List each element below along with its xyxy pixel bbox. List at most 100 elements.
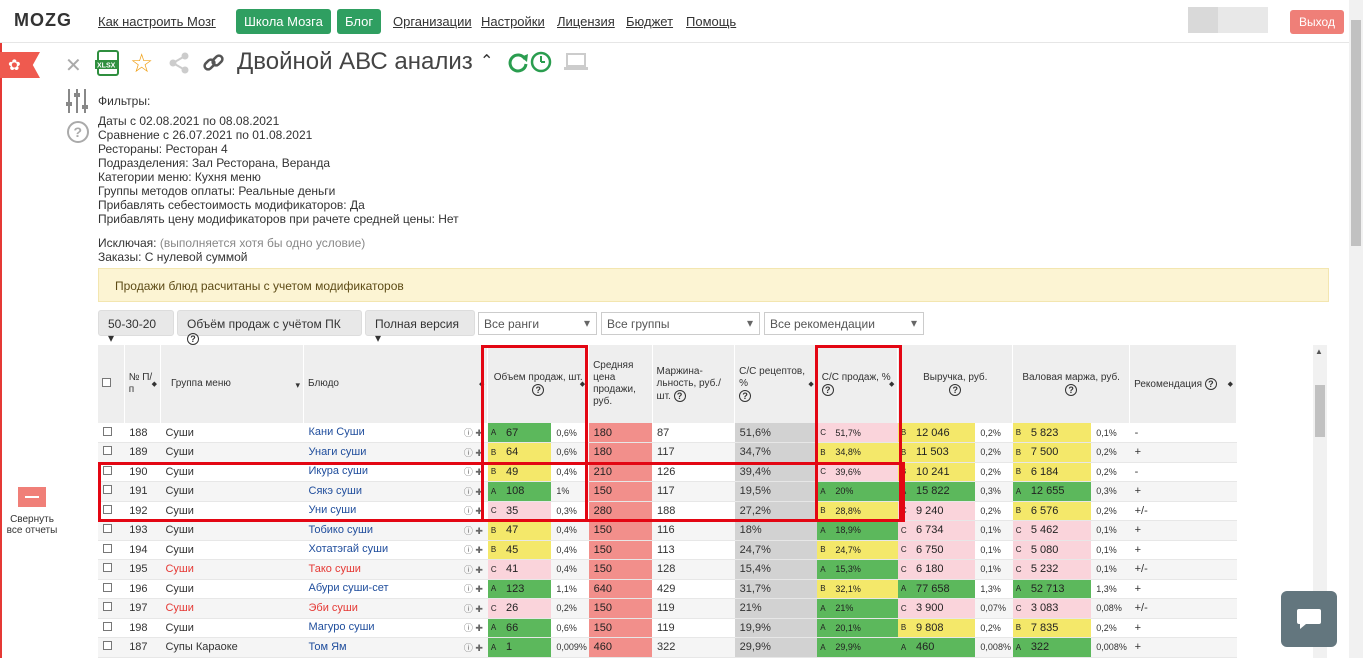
how-to-setup-link[interactable]: Как настроить Мозг bbox=[98, 14, 216, 29]
info-icon[interactable]: ⓘ ✚ bbox=[463, 467, 483, 478]
table-row[interactable]: 198 Суши Магуро суши ⓘ ✚ A 66 0,6% 150 119 19,9% A… bbox=[98, 618, 1237, 638]
row-checkbox[interactable] bbox=[103, 641, 112, 651]
sort-icon[interactable]: ◆ bbox=[1227, 381, 1233, 388]
groups-select[interactable]: Все группы bbox=[601, 312, 760, 335]
schedule-clock-icon[interactable] bbox=[530, 51, 552, 76]
nav-license[interactable]: Лицензия bbox=[557, 14, 615, 29]
info-icon[interactable]: ⓘ ✚ bbox=[463, 525, 483, 536]
checkbox-cell[interactable] bbox=[98, 423, 125, 443]
info-icon[interactable]: ⓘ ✚ bbox=[463, 623, 483, 634]
nav-organizations[interactable]: Организации bbox=[393, 14, 472, 29]
table-row[interactable]: 195 Суши Тако суши ⓘ ✚ C 41 0,4% 150 128 15,4% A 15… bbox=[98, 559, 1237, 580]
cell-dish[interactable]: Унаги суши ⓘ ✚ bbox=[303, 442, 488, 463]
cell-dish[interactable]: Тако суши ⓘ ✚ bbox=[303, 559, 488, 580]
info-icon[interactable]: ⓘ ✚ bbox=[463, 584, 483, 595]
recommendations-select[interactable]: Все рекомендации bbox=[764, 312, 924, 335]
page-scrollbar[interactable] bbox=[1349, 0, 1363, 658]
info-icon[interactable]: ⓘ ✚ bbox=[463, 603, 483, 614]
row-checkbox[interactable] bbox=[103, 563, 112, 573]
table-row[interactable]: 192 Суши Уни суши ⓘ ✚ C 35 0,3% 280 188 27,2% B 28,… bbox=[98, 501, 1237, 521]
sort-icon[interactable]: ◆ bbox=[808, 381, 814, 388]
help-icon[interactable]: ? bbox=[532, 383, 545, 396]
table-row[interactable]: 191 Суши Сякэ суши ⓘ ✚ A 108 1% 150 117 19,5% A 20%… bbox=[98, 481, 1237, 502]
scroll-up-icon[interactable]: ▲ bbox=[1315, 347, 1323, 356]
cell-dish[interactable]: Магуро суши ⓘ ✚ bbox=[303, 618, 488, 638]
help-icon[interactable]: ? bbox=[673, 389, 686, 402]
row-checkbox[interactable] bbox=[103, 426, 112, 436]
help-icon[interactable]: ? bbox=[821, 383, 834, 396]
col-cost-recipe[interactable]: С/С рецептов, %? ◆ bbox=[734, 345, 818, 423]
logout-button[interactable]: Выход bbox=[1290, 10, 1344, 34]
info-icon[interactable]: ⓘ ✚ bbox=[463, 486, 483, 497]
checkbox-cell[interactable] bbox=[98, 462, 125, 482]
info-icon[interactable]: ⓘ ✚ bbox=[463, 545, 483, 556]
checkbox-cell[interactable] bbox=[98, 637, 125, 658]
table-row[interactable]: 189 Суши Унаги суши ⓘ ✚ B 64 0,6% 180 117 34,7% B 3… bbox=[98, 442, 1237, 463]
cell-dish[interactable]: Икура суши ⓘ ✚ bbox=[303, 462, 488, 482]
row-checkbox[interactable] bbox=[103, 446, 112, 456]
info-icon[interactable]: ⓘ ✚ bbox=[463, 564, 483, 575]
checkbox-cell[interactable] bbox=[98, 598, 125, 619]
cell-dish[interactable]: Эби суши ⓘ ✚ bbox=[303, 598, 488, 619]
info-icon[interactable]: ⓘ ✚ bbox=[463, 642, 483, 653]
school-button[interactable]: Школа Мозга bbox=[236, 9, 331, 34]
col-avg-price[interactable]: Средняя цена продажи, руб. bbox=[588, 345, 653, 423]
cell-dish[interactable]: Том Ям ⓘ ✚ bbox=[303, 637, 488, 658]
mozg-logo[interactable]: MOZG bbox=[14, 10, 72, 30]
help-question-icon[interactable]: ? bbox=[66, 120, 90, 147]
close-icon[interactable]: ✕ bbox=[65, 55, 82, 77]
checkbox-cell[interactable] bbox=[98, 618, 125, 638]
select-all-checkbox[interactable] bbox=[102, 377, 111, 387]
sort-icon[interactable]: ◆ bbox=[579, 381, 586, 388]
col-margin[interactable]: Маржина-льность, руб./шт. ? bbox=[652, 345, 736, 423]
volume-mode-button[interactable]: Объём продаж с учётом ПК ? bbox=[177, 310, 362, 345]
ranks-select[interactable]: Все ранги bbox=[478, 312, 597, 335]
checkbox-cell[interactable] bbox=[98, 579, 125, 599]
row-checkbox[interactable] bbox=[103, 621, 112, 631]
table-row[interactable]: 194 Суши Хотатэгай суши ⓘ ✚ B 45 0,4% 150 113 24,… bbox=[98, 540, 1237, 560]
cell-dish[interactable]: Сякэ суши ⓘ ✚ bbox=[303, 481, 488, 502]
user-name-blurred[interactable] bbox=[1218, 7, 1268, 33]
table-row[interactable]: 188 Суши Кани Суши ⓘ ✚ A 67 0,6% 180 87 51,6% C 51,… bbox=[98, 423, 1237, 443]
checkbox-cell[interactable] bbox=[98, 559, 125, 580]
chat-widget-button[interactable] bbox=[1281, 591, 1337, 647]
help-icon[interactable]: ? bbox=[949, 383, 962, 396]
page-scroll-thumb[interactable] bbox=[1351, 20, 1361, 246]
select-all-header[interactable] bbox=[98, 345, 125, 423]
nav-help[interactable]: Помощь bbox=[686, 14, 737, 29]
version-dropdown[interactable]: Полная версия ▾ bbox=[365, 310, 475, 345]
ratio-dropdown[interactable]: 50-30-20 ▾ bbox=[98, 310, 174, 345]
cell-dish[interactable]: Абури суши-сет ⓘ ✚ bbox=[303, 579, 488, 599]
info-icon[interactable]: ⓘ ✚ bbox=[463, 428, 483, 438]
col-revenue[interactable]: Выручка, руб.? bbox=[897, 345, 1014, 423]
filter-sliders-icon[interactable] bbox=[65, 88, 89, 117]
refresh-icon[interactable] bbox=[507, 51, 529, 76]
row-checkbox[interactable] bbox=[103, 504, 112, 514]
nav-budget[interactable]: Бюджет bbox=[626, 14, 674, 29]
row-checkbox[interactable] bbox=[103, 602, 112, 612]
col-recommendation[interactable]: Рекомендация ? ◆ bbox=[1129, 345, 1237, 423]
sort-icon[interactable]: ◆ bbox=[151, 381, 157, 388]
col-qty[interactable]: Объем продаж, шт.? ◆ bbox=[487, 345, 590, 423]
table-scroll-thumb[interactable] bbox=[1315, 385, 1325, 437]
row-checkbox[interactable] bbox=[103, 582, 112, 592]
row-checkbox[interactable] bbox=[103, 524, 112, 534]
info-icon[interactable]: ⓘ ✚ bbox=[463, 506, 483, 517]
link-icon[interactable] bbox=[201, 50, 227, 79]
col-num[interactable]: № П/п ◆ bbox=[124, 345, 161, 423]
help-icon[interactable]: ? bbox=[1204, 377, 1217, 390]
table-row[interactable]: 190 Суши Икура суши ⓘ ✚ B 49 0,4% 210 126 39,4% C 3… bbox=[98, 462, 1237, 482]
blog-button[interactable]: Блог bbox=[337, 9, 382, 34]
dropdown-icon[interactable]: ▾ bbox=[295, 380, 300, 390]
help-icon[interactable]: ? bbox=[739, 389, 752, 402]
table-row[interactable]: 197 Суши Эби суши ⓘ ✚ C 26 0,2% 150 119 21% A 21% C 3… bbox=[98, 598, 1237, 619]
collapse-all-reports[interactable]: Свернуть все отчеты bbox=[4, 487, 60, 536]
user-avatar[interactable] bbox=[1188, 7, 1218, 33]
cell-dish[interactable]: Тобико суши ⓘ ✚ bbox=[303, 520, 488, 541]
cell-dish[interactable]: Хотатэгай суши ⓘ ✚ bbox=[303, 540, 488, 560]
checkbox-cell[interactable] bbox=[98, 442, 125, 463]
checkbox-cell[interactable] bbox=[98, 481, 125, 502]
info-icon[interactable]: ⓘ ✚ bbox=[463, 447, 483, 458]
row-checkbox[interactable] bbox=[103, 543, 112, 553]
sort-icon[interactable]: ◆ bbox=[888, 381, 895, 388]
